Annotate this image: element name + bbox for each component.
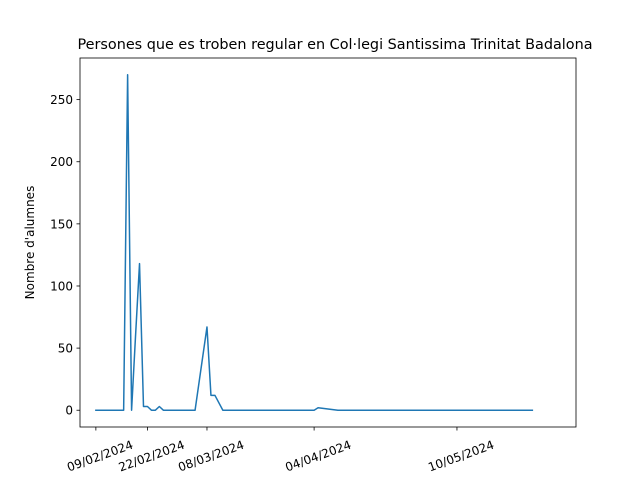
x-tick-label: 10/05/2024 — [426, 438, 496, 475]
y-tick-label: 0 — [65, 404, 73, 418]
y-axis-label: Nombre d'alumnes — [23, 186, 37, 300]
y-axis-ticks: 0 50 100 150 200 250 — [50, 93, 80, 418]
x-tick-label: 04/04/2024 — [283, 438, 353, 475]
y-tick-label: 250 — [50, 93, 73, 107]
y-tick-label: 100 — [50, 279, 73, 293]
series-line — [95, 74, 534, 411]
y-tick-label: 200 — [50, 155, 73, 169]
y-tick-label: 150 — [50, 217, 73, 231]
chart-title: Persones que es troben regular en Col·le… — [77, 37, 592, 53]
x-tick-label: 08/03/2024 — [176, 438, 246, 475]
y-tick-label: 50 — [58, 342, 73, 356]
plot-frame — [79, 57, 577, 428]
